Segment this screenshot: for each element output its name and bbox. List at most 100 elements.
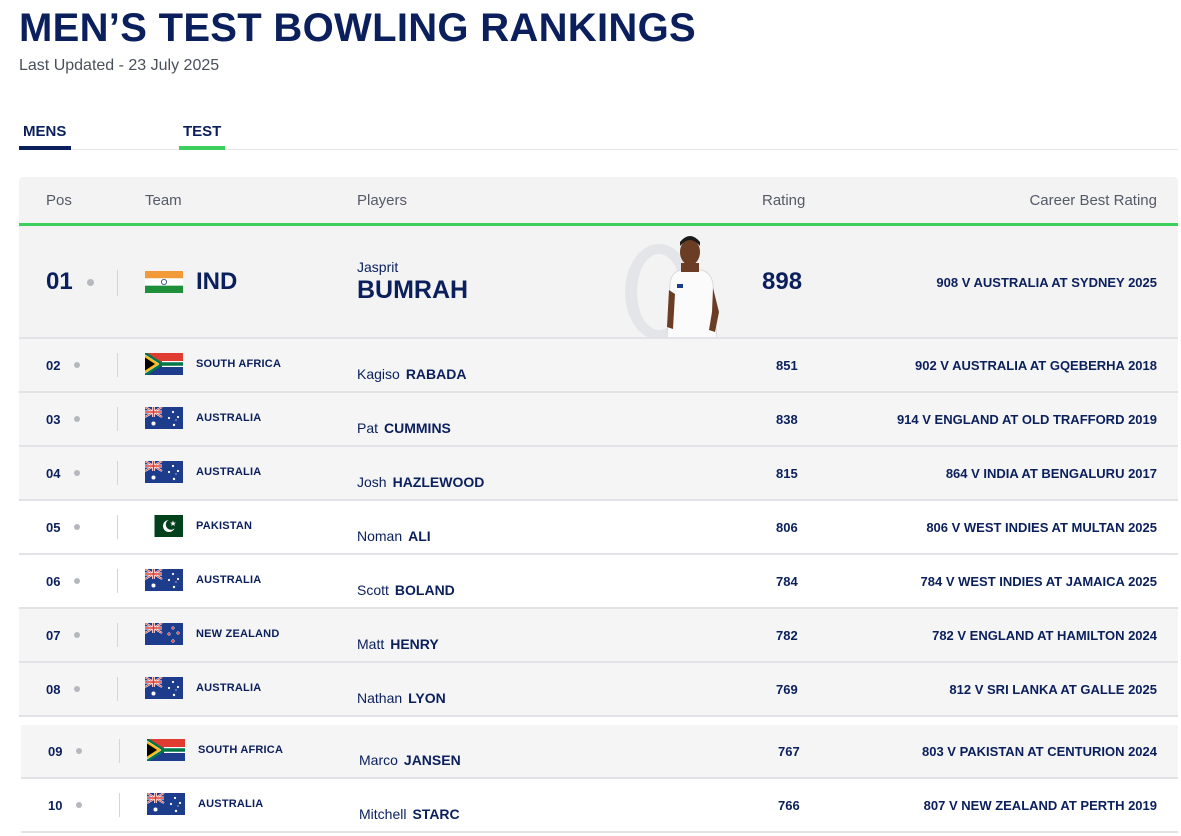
table-row[interactable]: 09 SOUTH AFRICA Marco JANSEN 767 803 V PA… [21,725,1178,779]
player-last-name: STARC [412,806,460,822]
team-name: AUSTRALIA [196,466,262,478]
position: 09 [48,744,63,759]
spacer [19,717,1178,725]
movement-dot-icon [74,416,80,422]
player-first-name: Jasprit [357,259,399,275]
australia-flag-icon [145,677,183,699]
rating-value: 782 [776,628,798,643]
rating-value: 838 [776,412,798,427]
page-title: MEN’S TEST BOWLING RANKINGS [19,6,696,50]
divider [117,623,118,647]
table-row[interactable]: 07 NEW ZEALAND Matt HENRY 782 782 V ENGLA… [19,609,1178,663]
movement-dot-icon [74,686,80,692]
career-best: 782 V ENGLAND AT HAMILTON 2024 [932,628,1157,643]
player-name[interactable]: Scott BOLAND [357,582,455,598]
position: 01 [46,268,73,295]
tab-bar: MENS TEST [19,118,1178,150]
table-header: Pos Team Players Rating Career Best Rati… [19,177,1178,226]
player-name[interactable]: Pat CUMMINS [357,420,451,436]
table-row[interactable]: 06 AUSTRALIA Scott BOLAND 784 784 V WEST … [19,555,1178,609]
south-africa-flag-icon [147,739,185,761]
rating-value: 767 [778,744,800,759]
position: 02 [46,358,61,373]
career-best: 908 V AUSTRALIA AT SYDNEY 2025 [936,275,1157,290]
career-best: 803 V PAKISTAN AT CENTURION 2024 [921,744,1157,759]
new-zealand-flag-icon [145,623,183,645]
team-code: IND [196,268,238,295]
career-best: 902 V AUSTRALIA AT GQEBERHA 2018 [915,358,1157,373]
team-name: AUSTRALIA [196,682,262,694]
team-name: SOUTH AFRICA [196,358,282,370]
south-africa-flag-icon [145,353,183,375]
player-first-name: Scott [357,582,389,598]
player-name[interactable]: Matt HENRY [357,636,439,652]
column-team: Team [145,192,182,209]
india-flag-icon [145,271,183,293]
player-first-name: Kagiso [357,366,400,382]
movement-dot-icon [76,802,82,808]
last-updated: Last Updated - 23 July 2025 [19,57,220,74]
movement-dot-icon [74,362,80,368]
divider [119,739,120,763]
player-name[interactable]: Kagiso RABADA [357,366,466,382]
position: 07 [46,628,61,643]
movement-dot-icon [74,470,80,476]
player-name[interactable]: Noman ALI [357,528,431,544]
player-last-name: HAZLEWOOD [392,474,485,490]
table-row-top[interactable]: 01 IND Jasprit BUMRAH 898 908 V AUSTRALI… [19,226,1178,339]
divider [119,793,120,817]
player-name[interactable]: Josh HAZLEWOOD [357,474,484,490]
player-first-name: Marco [359,752,398,768]
player-photo [625,236,719,337]
player-last-name[interactable]: BUMRAH [357,276,469,304]
column-rating: Rating [762,192,806,209]
player-name[interactable]: Mitchell STARC [359,806,460,822]
tab-test[interactable]: TEST [179,118,225,150]
position: 03 [46,412,61,427]
player-name[interactable]: Marco JANSEN [359,752,461,768]
table-row[interactable]: 05 PAKISTAN Noman ALI 806 806 V WEST INDI… [19,501,1178,555]
table-row[interactable]: 02 SOUTH AFRICA Kagiso RABADA 851 902 V A… [19,339,1178,393]
position: 06 [46,574,61,589]
player-first-name: Mitchell [359,806,407,822]
team-name: AUSTRALIA [196,574,262,586]
career-best: 864 V INDIA AT BENGALURU 2017 [945,466,1157,481]
movement-dot-icon [76,748,82,754]
player-first-name: Pat [357,420,379,436]
table-row[interactable]: 10 AUSTRALIA Mitchell STARC 766 807 V NEW… [21,779,1178,833]
career-best: 914 V ENGLAND AT OLD TRAFFORD 2019 [896,412,1157,427]
career-best: 807 V NEW ZEALAND AT PERTH 2019 [923,798,1157,813]
position: 04 [46,466,61,481]
team-name: AUSTRALIA [198,798,264,810]
divider [117,677,118,701]
position: 05 [46,520,61,535]
table-row[interactable]: 08 AUSTRALIA Nathan LYON 769 812 V SRI LA… [19,663,1178,717]
player-name[interactable]: Nathan LYON [357,690,446,706]
player-last-name: JANSEN [403,752,461,768]
divider [117,515,118,539]
rating-value: 851 [776,358,798,373]
australia-flag-icon [145,461,183,483]
column-players: Players [357,192,408,209]
table-row[interactable]: 03 AUSTRALIA Pat CUMMINS 838 914 V ENGLAN… [19,393,1178,447]
movement-dot-icon [87,279,94,286]
team-name: PAKISTAN [196,520,253,532]
tab-mens[interactable]: MENS [19,118,71,150]
player-first-name: Josh [357,474,387,490]
divider [117,461,118,485]
table-row[interactable]: 04 AUSTRALIA Josh HAZLEWOOD 815 864 V IND… [19,447,1178,501]
australia-flag-icon [145,407,183,429]
player-last-name: CUMMINS [384,420,451,436]
rating-value: 898 [762,268,803,295]
column-pos: Pos [46,192,72,209]
team-name: NEW ZEALAND [196,628,280,640]
position: 10 [48,798,63,813]
team-name: AUSTRALIA [196,412,262,424]
player-first-name: Nathan [357,690,403,706]
player-first-name: Matt [357,636,385,652]
divider [117,407,118,431]
divider [117,270,118,296]
movement-dot-icon [74,632,80,638]
rankings-table: Pos Team Players Rating Career Best Rati… [19,177,1178,833]
player-last-name: RABADA [405,366,467,382]
